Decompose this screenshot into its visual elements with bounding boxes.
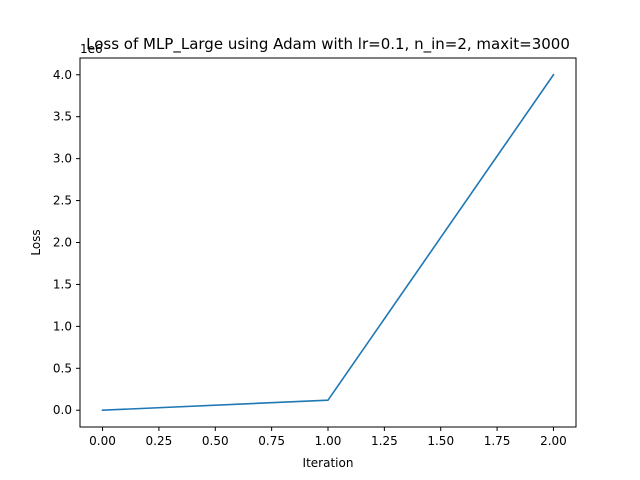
x-tick-label: 0.50 [202,434,229,448]
loss-series-line [101,73,555,412]
y-tick-label: 2.0 [53,236,72,250]
x-tick-label: 0.00 [89,434,116,448]
y-tick-label: 0.5 [53,361,72,375]
axes-frame [79,57,577,428]
y-tick-label: 1.5 [53,277,72,291]
y-tick-label: 3.0 [53,152,72,166]
y-tick-label: 1.0 [53,319,72,333]
x-tick-label: 0.25 [146,434,173,448]
y-offset-label: 1e6 [80,42,103,56]
x-axis-label: Iteration [303,456,354,470]
y-tick-label: 2.5 [53,194,72,208]
y-tick-label: 4.0 [53,68,72,82]
y-axis-ticks: 0.0 0.5 1.0 1.5 2.0 2.5 3.0 3.5 4.0 [53,68,80,417]
y-tick-label: 0.0 [53,403,72,417]
x-tick-label: 0.75 [258,434,285,448]
y-axis-label: Loss [29,229,43,255]
x-tick-label: 1.00 [315,434,342,448]
x-axis-ticks: 0.00 0.25 0.50 0.75 1.00 1.25 1.50 1.75 2.00 [89,427,567,448]
series-layer [101,73,555,412]
x-tick-label: 1.75 [484,434,511,448]
x-tick-label: 1.25 [371,434,398,448]
x-tick-label: 2.00 [540,434,567,448]
x-tick-label: 1.50 [427,434,454,448]
y-tick-label: 3.5 [53,110,72,124]
chart-title: Loss of MLP_Large using Adam with lr=0.1… [86,35,570,54]
